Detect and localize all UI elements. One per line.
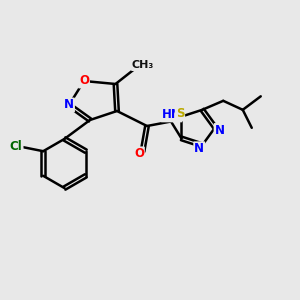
Text: O: O — [79, 74, 89, 88]
Text: CH₃: CH₃ — [132, 60, 154, 70]
Text: O: O — [134, 147, 144, 161]
Text: N: N — [64, 98, 74, 112]
Text: Cl: Cl — [10, 140, 22, 153]
Text: N: N — [194, 142, 204, 155]
Text: HN: HN — [162, 108, 182, 122]
Text: N: N — [214, 124, 225, 137]
Text: S: S — [176, 107, 184, 120]
